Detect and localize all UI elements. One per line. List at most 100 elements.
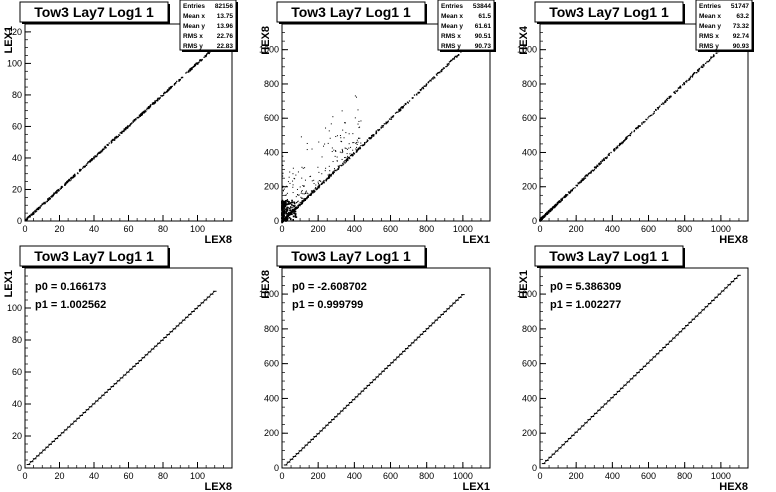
scatter-point xyxy=(169,86,171,89)
scatter-point xyxy=(52,193,55,196)
scatter-point xyxy=(29,215,31,217)
scatter-point xyxy=(545,213,547,215)
scatter-point xyxy=(549,208,551,211)
scatter-point xyxy=(318,180,320,182)
scatter-point xyxy=(670,95,672,97)
scatter-point xyxy=(348,133,350,135)
scatter-point xyxy=(583,177,586,179)
scatter-point xyxy=(281,219,283,222)
y-tick-label: 800 xyxy=(522,324,537,334)
scatter-point xyxy=(625,138,627,140)
stats-value: 13.75 xyxy=(217,13,234,20)
scatter-point xyxy=(340,164,343,167)
scatter-point xyxy=(318,186,320,189)
scatter-point xyxy=(125,127,127,129)
scatter-point xyxy=(321,173,323,175)
scatter-point xyxy=(305,197,308,199)
x-tick-label: 1000 xyxy=(711,224,731,234)
scatter-point xyxy=(345,147,347,149)
scatter-point xyxy=(352,142,354,144)
scatter-point xyxy=(286,200,289,203)
scatter-point xyxy=(35,208,38,211)
scatter-point xyxy=(420,88,422,91)
scatter-point xyxy=(302,201,304,203)
scatter-point xyxy=(346,148,348,150)
scatter-point xyxy=(292,215,295,218)
scatter-point xyxy=(311,148,313,150)
y-tick-label: 800 xyxy=(264,79,279,89)
scatter-point xyxy=(398,109,401,111)
scatter-point xyxy=(318,141,320,143)
scatter-point xyxy=(571,188,574,191)
scatter-point xyxy=(352,149,354,151)
scatter-point xyxy=(283,210,286,213)
x-tick-label: 1000 xyxy=(453,471,473,481)
scatter-point xyxy=(115,137,118,139)
scatter-point xyxy=(613,148,615,150)
x-tick-label: 200 xyxy=(311,224,326,234)
scatter-point xyxy=(347,157,350,159)
scatter-point xyxy=(445,65,447,68)
scatter-point xyxy=(590,171,592,174)
scatter-point xyxy=(576,184,579,186)
scatter-point xyxy=(181,76,184,79)
scatter-point xyxy=(546,212,549,214)
scatter-point xyxy=(664,101,666,104)
scatter-point xyxy=(651,114,653,116)
scatter-point xyxy=(627,135,630,137)
scatter-point xyxy=(151,102,154,104)
scatter-point xyxy=(330,173,333,176)
scatter-point xyxy=(636,126,638,129)
scatter-point xyxy=(281,189,283,191)
title-box-shadow xyxy=(279,22,427,24)
scatter-point xyxy=(82,166,85,168)
scatter-point xyxy=(32,211,35,213)
scatter-point xyxy=(138,114,141,116)
scatter-point xyxy=(311,180,313,182)
scatter-point xyxy=(281,190,283,192)
scatter-point xyxy=(83,165,85,167)
scatter-point xyxy=(330,174,332,176)
x-tick-label: 40 xyxy=(89,224,99,234)
scatter-point xyxy=(348,143,350,145)
scatter-point xyxy=(337,165,339,167)
scatter-point xyxy=(65,182,67,184)
title-box-shadow xyxy=(425,4,427,24)
scatter-point xyxy=(298,194,300,196)
scatter-point xyxy=(670,96,672,98)
scatter-point xyxy=(129,124,132,126)
scatter-point xyxy=(391,115,394,118)
scatter-point xyxy=(306,196,308,198)
scatter-point xyxy=(344,122,346,124)
scatter-point xyxy=(307,196,309,198)
scatter-point xyxy=(578,183,580,185)
scatter-point xyxy=(295,206,298,208)
scatter-point xyxy=(350,154,352,156)
chart-title: Tow3 Lay7 Log1 1 xyxy=(549,248,669,264)
y-tick-label: 600 xyxy=(522,359,537,369)
scatter-point xyxy=(693,71,696,74)
scatter-point xyxy=(616,145,619,147)
scatter-point xyxy=(711,56,713,58)
scatter-point xyxy=(296,201,298,203)
scatter-point xyxy=(286,206,288,209)
scatter-point xyxy=(599,163,601,165)
scatter-point xyxy=(357,149,359,151)
scatter-point xyxy=(40,205,43,207)
scatter-point xyxy=(554,204,557,206)
chart-title: Tow3 Lay7 Log1 1 xyxy=(34,248,154,264)
scatter-point xyxy=(448,63,450,65)
scatter-point xyxy=(601,159,603,161)
scatter-point xyxy=(584,177,587,179)
scatter-point xyxy=(373,133,375,136)
scatter-point xyxy=(587,173,589,175)
scatter-point xyxy=(105,147,107,149)
scatter-point xyxy=(356,139,358,141)
scatter-point xyxy=(304,197,307,200)
scatter-point xyxy=(71,177,74,179)
scatter-point xyxy=(637,127,639,129)
x-tick-label: 0 xyxy=(22,471,27,481)
scatter-point xyxy=(548,212,550,214)
scatter-point xyxy=(288,203,290,205)
scatter-point xyxy=(295,207,298,209)
